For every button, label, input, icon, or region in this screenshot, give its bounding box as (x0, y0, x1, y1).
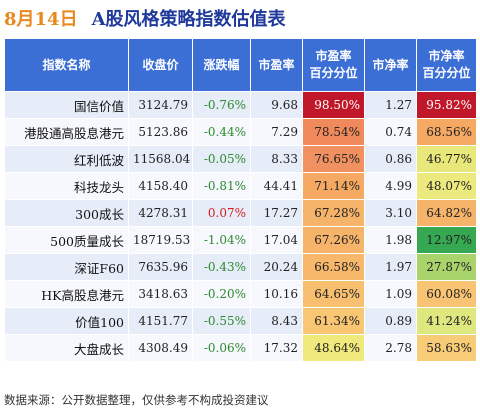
column-header-pb-percentile[interactable]: 市净率 百分分位 (416, 38, 477, 92)
data-source-note: 数据来源：公开数据整理，仅供参考不构成投资建议 (4, 393, 269, 407)
pe-percentile-cell: 78.54% (302, 118, 365, 146)
change-pct-cell: -0.76% (192, 91, 251, 119)
change-pct-cell: -0.20% (192, 280, 251, 308)
pe-cell: 10.16 (250, 280, 303, 308)
pe-cell: 44.41 (250, 172, 303, 200)
change-pct-cell: 0.07% (192, 199, 251, 227)
table-row: 大盘成长 4308.49 -0.06% 17.32 48.64% 2.78 58.63% (4, 334, 477, 362)
pb-percentile-cell: 41.24% (416, 307, 477, 335)
pe-percentile-cell: 76.65% (302, 145, 365, 173)
report-date: 8月14日 (4, 9, 78, 30)
change-pct-cell: -0.44% (192, 118, 251, 146)
pb-percentile-cell: 64.82% (416, 199, 477, 227)
column-header-change[interactable]: 涨跌幅 (192, 38, 251, 92)
pe-cell: 17.04 (250, 226, 303, 254)
pb-cell: 0.74 (364, 118, 417, 146)
close-price-cell: 3124.79 (128, 91, 193, 119)
column-header-name[interactable]: 指数名称 (4, 38, 129, 92)
table-row: 国信价值 3124.79 -0.76% 9.68 98.50% 1.27 95.82% (4, 91, 477, 119)
pe-cell: 8.33 (250, 145, 303, 173)
pb-cell: 1.97 (364, 253, 417, 281)
pb-cell: 1.27 (364, 91, 417, 119)
table-row: HK高股息港元 3418.63 -0.20% 10.16 64.65% 1.09 60.08… (4, 280, 477, 308)
close-price-cell: 4151.77 (128, 307, 193, 335)
column-header-pb[interactable]: 市净率 (364, 38, 417, 92)
pe-cell: 8.43 (250, 307, 303, 335)
pe-cell: 7.29 (250, 118, 303, 146)
index-name-cell: 深证F60 (4, 253, 129, 281)
index-name-cell: 港股通高股息港元 (4, 118, 129, 146)
pe-cell: 20.24 (250, 253, 303, 281)
close-price-cell: 11568.04 (128, 145, 193, 173)
close-price-cell: 4308.49 (128, 334, 193, 362)
pb-percentile-cell: 58.63% (416, 334, 477, 362)
index-name-cell: 价值100 (4, 307, 129, 335)
page-title: A股风格策略指数估值表 (91, 9, 286, 30)
pb-percentile-cell: 27.87% (416, 253, 477, 281)
pb-percentile-cell: 12.97% (416, 226, 477, 254)
pb-cell: 1.09 (364, 280, 417, 308)
page-header: 8月14日 A股风格策略指数估值表 (0, 0, 480, 36)
table-row: 科技龙头 4158.40 -0.81% 44.41 71.14% 4.99 48.07% (4, 172, 477, 200)
pb-percentile-cell: 48.07% (416, 172, 477, 200)
pb-cell: 0.89 (364, 307, 417, 335)
pb-cell: 2.78 (364, 334, 417, 362)
table-row: 300成长 4278.31 0.07% 17.27 67.28% 3.10 64.82% (4, 199, 477, 227)
close-price-cell: 5123.86 (128, 118, 193, 146)
table-row: 港股通高股息港元 5123.86 -0.44% 7.29 78.54% 0.74 68.56… (4, 118, 477, 146)
pe-percentile-cell: 71.14% (302, 172, 365, 200)
pe-percentile-cell: 61.34% (302, 307, 365, 335)
close-price-cell: 4278.31 (128, 199, 193, 227)
pe-percentile-cell: 67.28% (302, 199, 365, 227)
index-name-cell: 科技龙头 (4, 172, 129, 200)
close-price-cell: 3418.63 (128, 280, 193, 308)
valuation-table: 指数名称 收盘价 涨跌幅 市盈率 市盈率 百分分位 市净率 市净率 百分分位 国… (4, 38, 477, 362)
pe-cell: 17.32 (250, 334, 303, 362)
pe-percentile-cell: 48.64% (302, 334, 365, 362)
table-row: 红利低波 11568.04 -0.05% 8.33 76.65% 0.86 46.77% (4, 145, 477, 173)
change-pct-cell: -0.43% (192, 253, 251, 281)
close-price-cell: 7635.96 (128, 253, 193, 281)
index-name-cell: 500质量成长 (4, 226, 129, 254)
index-name-cell: HK高股息港元 (4, 280, 129, 308)
change-pct-cell: -0.81% (192, 172, 251, 200)
column-header-pe[interactable]: 市盈率 (250, 38, 303, 92)
table-row: 深证F60 7635.96 -0.43% 20.24 66.58% 1.97 27.87% (4, 253, 477, 281)
column-header-pe-percentile[interactable]: 市盈率 百分分位 (302, 38, 365, 92)
table-row: 500质量成长 18719.53 -1.04% 17.04 67.26% 1.98 12.9… (4, 226, 477, 254)
pe-percentile-cell: 67.26% (302, 226, 365, 254)
change-pct-cell: -1.04% (192, 226, 251, 254)
change-pct-cell: -0.05% (192, 145, 251, 173)
pe-percentile-cell: 98.50% (302, 91, 365, 119)
pb-cell: 0.86 (364, 145, 417, 173)
column-header-close[interactable]: 收盘价 (128, 38, 193, 92)
close-price-cell: 4158.40 (128, 172, 193, 200)
pe-cell: 17.27 (250, 199, 303, 227)
table-header-row: 指数名称 收盘价 涨跌幅 市盈率 市盈率 百分分位 市净率 市净率 百分分位 (4, 38, 477, 92)
close-price-cell: 18719.53 (128, 226, 193, 254)
index-name-cell: 300成长 (4, 199, 129, 227)
pb-cell: 3.10 (364, 199, 417, 227)
pb-percentile-cell: 95.82% (416, 91, 477, 119)
index-name-cell: 红利低波 (4, 145, 129, 173)
pb-percentile-cell: 60.08% (416, 280, 477, 308)
pe-cell: 9.68 (250, 91, 303, 119)
index-name-cell: 大盘成长 (4, 334, 129, 362)
pe-percentile-cell: 64.65% (302, 280, 365, 308)
pb-cell: 4.99 (364, 172, 417, 200)
index-name-cell: 国信价值 (4, 91, 129, 119)
pb-cell: 1.98 (364, 226, 417, 254)
pb-percentile-cell: 68.56% (416, 118, 477, 146)
change-pct-cell: -0.55% (192, 307, 251, 335)
change-pct-cell: -0.06% (192, 334, 251, 362)
pb-percentile-cell: 46.77% (416, 145, 477, 173)
pe-percentile-cell: 66.58% (302, 253, 365, 281)
table-row: 价值100 4151.77 -0.55% 8.43 61.34% 0.89 41.24% (4, 307, 477, 335)
